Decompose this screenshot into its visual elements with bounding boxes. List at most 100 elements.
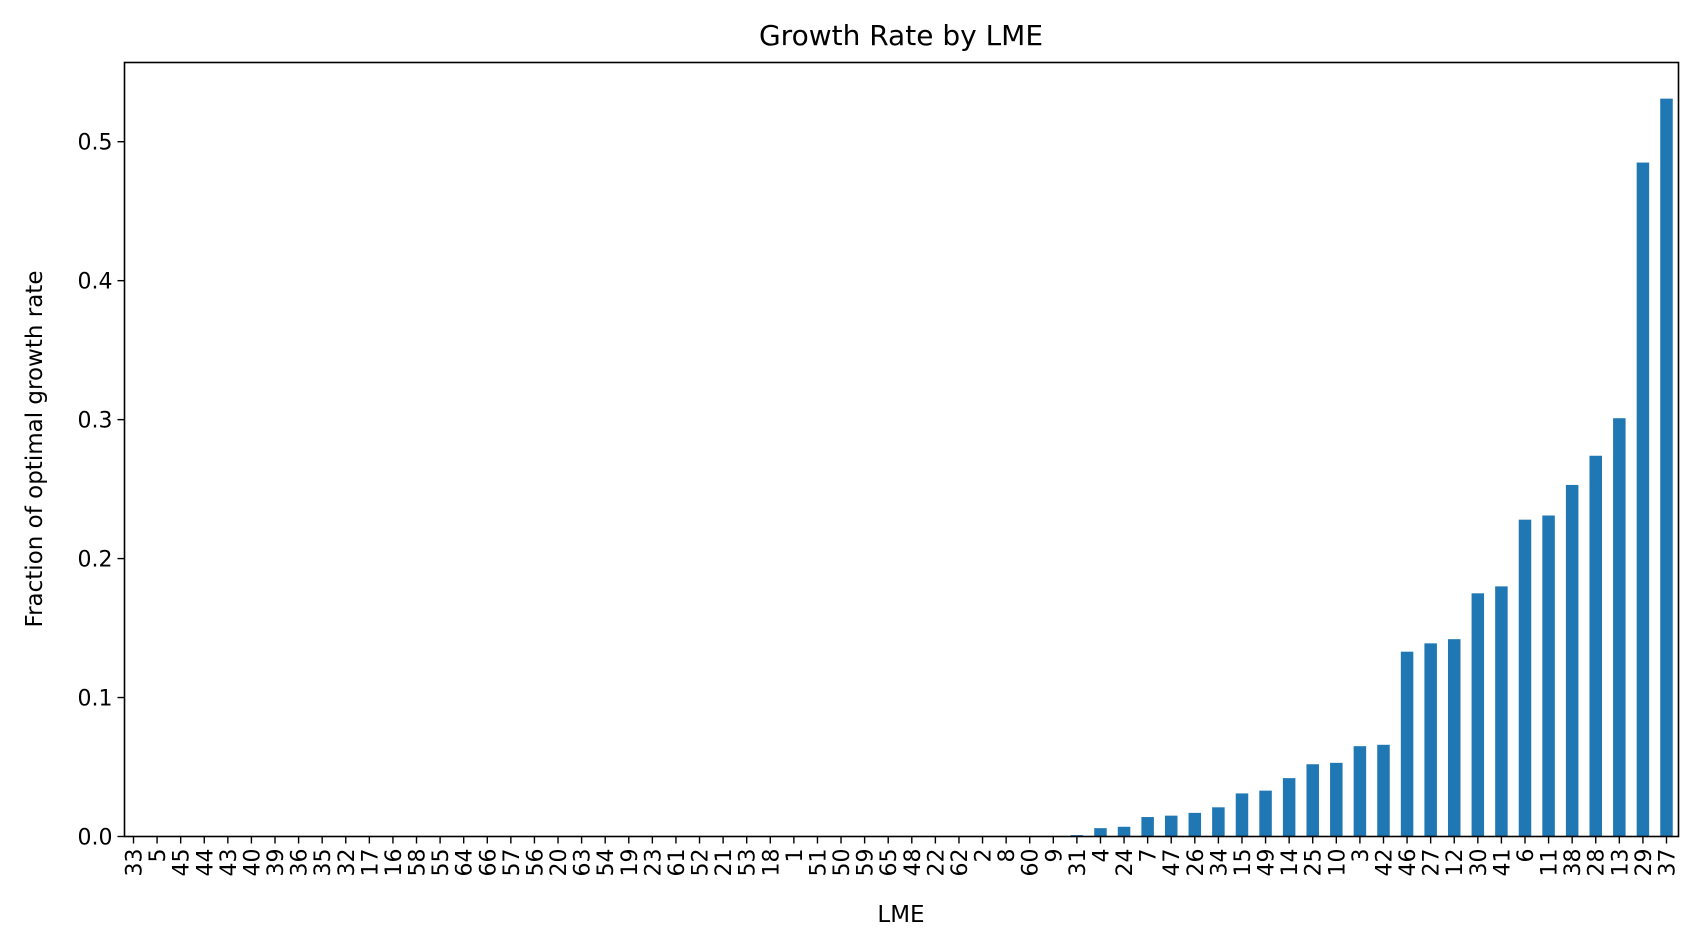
bar-lme-6 (1518, 519, 1532, 837)
bar-lme-42 (1377, 744, 1390, 837)
y-tick-label: 0.4 (78, 270, 113, 295)
x-tick-label: 11 (1538, 849, 1563, 877)
x-tick-label: 48 (901, 849, 926, 877)
bar-lme-28 (1589, 455, 1602, 837)
x-tick-label: 5 (146, 849, 171, 863)
x-tick-label: 35 (311, 849, 336, 877)
x-tick-label: 38 (1561, 849, 1586, 877)
x-tick-label: 25 (1302, 849, 1327, 877)
bar-lme-25 (1306, 764, 1319, 837)
x-tick-label: 66 (476, 849, 501, 877)
x-tick-label: 2 (972, 849, 997, 863)
bar-lme-14 (1282, 778, 1296, 837)
bar-lme-26 (1188, 812, 1202, 837)
x-axis: 3354544434039363532171658556466575620635… (123, 836, 1681, 877)
bar-lme-46 (1400, 651, 1414, 837)
x-tick-label: 8 (995, 849, 1020, 863)
x-tick-label: 24 (1113, 849, 1138, 877)
bar-lme-41 (1495, 586, 1508, 837)
x-tick-label: 30 (1467, 849, 1492, 877)
bar-lme-10 (1330, 762, 1343, 837)
x-tick-label: 23 (641, 849, 666, 877)
x-tick-label: 18 (759, 849, 784, 877)
x-tick-label: 12 (1443, 849, 1468, 877)
bar-lme-12 (1447, 639, 1461, 837)
x-tick-label: 53 (736, 849, 761, 877)
x-tick-label: 7 (1137, 849, 1162, 863)
x-tick-label: 44 (193, 849, 218, 877)
bar-lme-27 (1424, 643, 1437, 837)
bar-lme-34 (1212, 807, 1225, 837)
bar-lme-13 (1613, 418, 1626, 837)
bar-lme-24 (1117, 826, 1131, 837)
x-tick-label: 33 (123, 849, 148, 877)
x-tick-label: 34 (1207, 849, 1232, 877)
x-tick-label: 20 (547, 849, 572, 877)
x-tick-label: 45 (170, 849, 195, 877)
bar-lme-37 (1660, 98, 1673, 837)
x-tick-label: 4 (1089, 849, 1114, 863)
bar-lme-3 (1353, 746, 1367, 837)
x-tick-label: 1 (783, 849, 808, 863)
x-tick-label: 29 (1632, 849, 1657, 877)
x-tick-label: 61 (665, 849, 690, 877)
x-tick-label: 60 (1019, 849, 1044, 877)
x-tick-label: 43 (217, 849, 242, 877)
x-tick-label: 10 (1325, 849, 1350, 877)
x-tick-label: 58 (406, 849, 431, 877)
x-tick-label: 51 (806, 849, 831, 877)
x-tick-label: 13 (1608, 849, 1633, 877)
y-axis-label: Fraction of optimal growth rate (22, 271, 48, 628)
x-tick-label: 56 (523, 849, 548, 877)
bar-lme-29 (1636, 162, 1650, 837)
y-tick-label: 0.0 (78, 826, 113, 851)
chart-title: Growth Rate by LME (759, 19, 1043, 52)
x-tick-label: 6 (1514, 849, 1539, 863)
x-tick-label: 41 (1490, 849, 1515, 877)
x-tick-label: 19 (618, 849, 643, 877)
x-tick-label: 64 (453, 849, 478, 877)
x-tick-label: 59 (854, 849, 879, 877)
y-axis: 0.0 0.1 0.2 0.3 0.4 0.5 (78, 131, 125, 851)
bar-lme-47 (1164, 815, 1178, 837)
x-tick-label: 16 (382, 849, 407, 877)
y-tick-label: 0.1 (78, 687, 113, 712)
x-tick-label: 9 (1042, 849, 1067, 863)
x-tick-label: 63 (571, 849, 596, 877)
x-tick-label: 62 (948, 849, 973, 877)
bar-lme-49 (1259, 790, 1272, 837)
x-tick-label: 17 (358, 849, 383, 877)
x-tick-label: 52 (689, 849, 714, 877)
y-tick-label: 0.5 (78, 131, 113, 156)
x-tick-label: 28 (1585, 849, 1610, 877)
bar-lme-15 (1235, 793, 1249, 837)
bar-lme-11 (1542, 515, 1555, 837)
x-tick-label: 40 (240, 849, 265, 877)
x-axis-label: LME (877, 902, 924, 928)
x-tick-label: 26 (1184, 849, 1209, 877)
x-tick-label: 14 (1278, 849, 1303, 877)
x-tick-label: 32 (335, 849, 360, 877)
bar-lme-30 (1471, 593, 1485, 837)
x-tick-label: 3 (1349, 849, 1374, 863)
x-tick-label: 49 (1255, 849, 1280, 877)
x-tick-label: 37 (1656, 849, 1681, 877)
x-tick-label: 42 (1372, 849, 1397, 877)
x-tick-label: 65 (877, 849, 902, 877)
plot-frame (123, 61, 1680, 838)
y-tick-label: 0.2 (78, 548, 113, 573)
x-tick-label: 55 (429, 849, 454, 877)
x-tick-label: 15 (1231, 849, 1256, 877)
x-tick-label: 27 (1420, 849, 1445, 877)
x-tick-label: 39 (264, 849, 289, 877)
bar-lme-7 (1141, 817, 1154, 837)
x-tick-label: 22 (924, 849, 949, 877)
x-tick-label: 31 (1066, 849, 1091, 877)
x-tick-label: 54 (594, 849, 619, 877)
bar-lme-4 (1094, 828, 1107, 837)
x-tick-label: 57 (500, 849, 525, 877)
x-tick-label: 47 (1160, 849, 1185, 877)
x-tick-label: 46 (1396, 849, 1421, 877)
x-tick-label: 50 (830, 849, 855, 877)
